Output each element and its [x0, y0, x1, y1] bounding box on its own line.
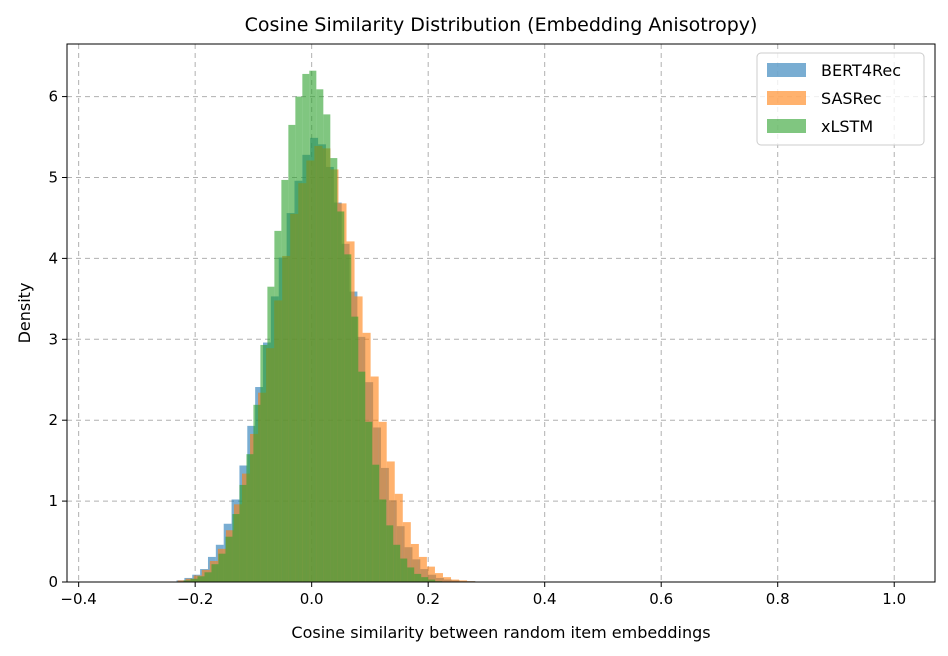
legend-swatch-xlstm	[767, 119, 806, 133]
histogram-bar	[260, 344, 268, 582]
histogram-bar	[394, 493, 403, 582]
x-tick-label: 0.2	[416, 590, 440, 608]
x-tick-label: 0.4	[533, 590, 557, 608]
histogram-bar	[281, 179, 289, 583]
histogram-bar	[442, 577, 452, 582]
chart-title: Cosine Similarity Distribution (Embeddin…	[245, 14, 758, 36]
histogram-bar	[295, 96, 303, 583]
x-tick-label: −0.2	[177, 590, 213, 608]
histogram-bar	[421, 577, 429, 582]
x-tick-label: −0.4	[60, 590, 96, 608]
histogram-bar	[302, 73, 310, 582]
histogram-bar	[459, 580, 468, 582]
legend-swatch-bert4rec	[767, 63, 806, 77]
y-tick-label: 5	[48, 168, 58, 186]
histogram-bar	[197, 576, 205, 582]
histogram-bar	[402, 522, 411, 582]
histogram-bar	[426, 566, 435, 582]
histogram-bar	[211, 564, 219, 582]
histogram-bar	[386, 525, 394, 582]
histogram-bar	[358, 371, 366, 582]
histogram-bar	[253, 404, 261, 582]
y-axis-label: Density	[15, 283, 34, 344]
histogram-bar	[344, 254, 352, 582]
histogram-bar	[323, 114, 331, 583]
histogram-bar	[414, 573, 422, 582]
histogram-bar	[393, 544, 401, 582]
legend-label-sasrec: SASRec	[821, 89, 882, 108]
histogram-bar	[204, 572, 212, 582]
histogram-bar	[337, 211, 345, 583]
histogram-bar	[316, 89, 324, 582]
plot-frame	[66, 43, 936, 583]
y-tick-label: 1	[48, 492, 58, 510]
histogram-bar	[410, 543, 419, 582]
x-tick-label: 0.8	[766, 590, 790, 608]
legend-label-xlstm: xLSTM	[821, 117, 873, 136]
histogram-bar	[418, 556, 427, 582]
histogram-bar	[190, 578, 198, 582]
legend-swatch-sasrec	[767, 91, 806, 105]
legend-label-bert4rec: BERT4Rec	[821, 61, 901, 80]
y-tick-label: 0	[48, 573, 58, 591]
histogram-bar	[246, 454, 254, 582]
histogram-bar	[267, 286, 275, 582]
series-xlstm-bars	[183, 70, 443, 583]
histogram-bar	[239, 484, 247, 582]
y-tick-label: 6	[48, 88, 58, 106]
legend: BERT4Rec SASRec xLSTM	[756, 52, 925, 146]
histogram-bar	[309, 70, 317, 582]
histogram-bar	[386, 461, 395, 582]
histogram-bar	[379, 499, 387, 582]
histogram-bar	[400, 558, 408, 582]
histogram-bar	[330, 158, 338, 582]
x-axis-label: Cosine similarity between random item em…	[291, 623, 710, 642]
histogram-bar	[428, 579, 436, 582]
y-tick-label: 3	[48, 330, 58, 348]
x-tick-label: 0.0	[300, 590, 324, 608]
histogram-bar	[225, 536, 233, 582]
histogram-bar	[218, 553, 226, 582]
axis-ticks: −0.4 −0.2 0.0 0.2 0.4 0.6 0.8 1.0 0 1 2 3 4 5 6	[48, 88, 906, 608]
x-tick-label: 1.0	[882, 590, 906, 608]
histogram-bar	[451, 579, 460, 582]
y-tick-label: 4	[48, 249, 58, 267]
histogram-bar	[434, 573, 443, 582]
histogram-bar	[183, 580, 191, 582]
histogram-bar	[274, 230, 282, 582]
histogram-bar	[177, 580, 186, 582]
histogram-bar	[232, 514, 240, 582]
histogram-bars	[176, 70, 476, 583]
x-tick-label: 0.6	[649, 590, 673, 608]
histogram-bar	[407, 567, 415, 582]
histogram-bar	[365, 421, 373, 582]
histogram-bar	[372, 464, 380, 582]
histogram-bar	[288, 124, 296, 582]
y-tick-label: 2	[48, 411, 58, 429]
histogram-bar	[351, 316, 359, 582]
